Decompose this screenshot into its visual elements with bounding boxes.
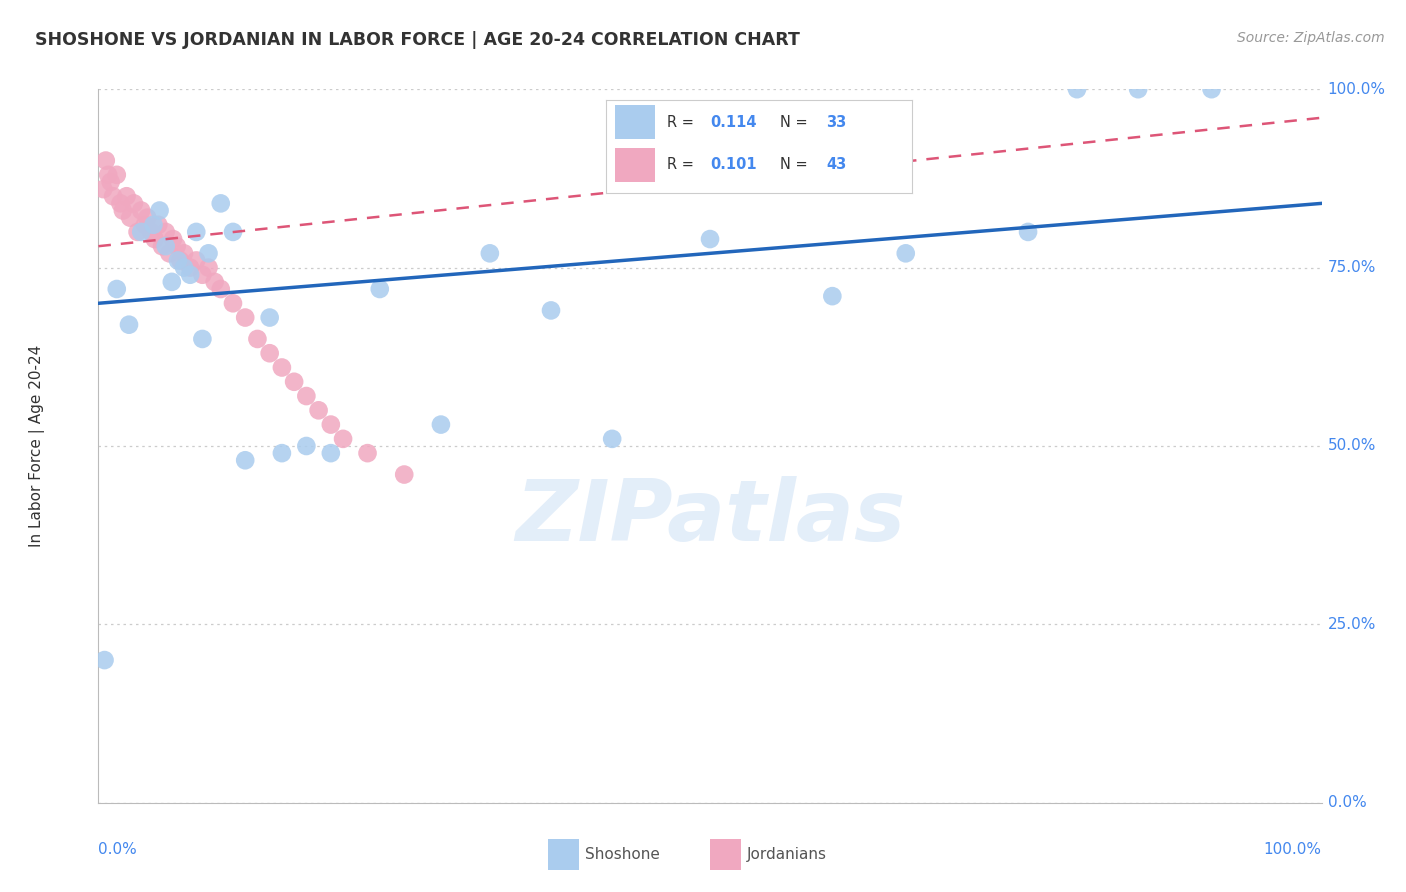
Point [246, 332, 269, 346]
Point [478, 246, 501, 260]
Point [94, 153, 117, 168]
Point [233, 453, 256, 467]
Point [105, 282, 128, 296]
Point [233, 310, 256, 325]
Point [115, 189, 138, 203]
Point [197, 260, 219, 275]
Point [166, 239, 188, 253]
Point [259, 346, 281, 360]
Point [295, 389, 318, 403]
Text: 50.0%: 50.0% [1327, 439, 1376, 453]
Text: 100.0%: 100.0% [1327, 82, 1386, 96]
Point [100, 175, 122, 189]
Point [169, 253, 191, 268]
Point [155, 225, 177, 239]
Point [93, 653, 115, 667]
Point [139, 225, 162, 239]
Point [173, 246, 195, 260]
Point [821, 289, 844, 303]
Text: In Labor Force | Age 20-24: In Labor Force | Age 20-24 [30, 345, 45, 547]
Point [173, 260, 195, 275]
Point [1017, 225, 1039, 239]
Point [186, 225, 208, 239]
Point [186, 253, 208, 268]
Point [1066, 82, 1088, 96]
Point [150, 239, 173, 253]
Point [97, 168, 120, 182]
Point [155, 239, 177, 253]
Point [118, 318, 141, 332]
Point [122, 196, 145, 211]
Point [540, 303, 562, 318]
Point [259, 310, 281, 325]
Point [120, 211, 142, 225]
Point [332, 432, 354, 446]
Point [111, 203, 134, 218]
Text: Jordanians: Jordanians [747, 847, 827, 862]
Point [222, 225, 245, 239]
Point [105, 168, 128, 182]
Point [699, 232, 721, 246]
Point [167, 253, 190, 268]
Text: Source: ZipAtlas.com: Source: ZipAtlas.com [1237, 31, 1385, 45]
Point [1201, 82, 1223, 96]
Point [430, 417, 453, 432]
Point [600, 432, 623, 446]
Point [197, 246, 219, 260]
Text: SHOSHONE VS JORDANIAN IN LABOR FORCE | AGE 20-24 CORRELATION CHART: SHOSHONE VS JORDANIAN IN LABOR FORCE | A… [35, 31, 800, 49]
Point [129, 225, 152, 239]
Point [191, 332, 214, 346]
Text: ZIPatlas: ZIPatlas [515, 475, 905, 559]
Point [91, 182, 114, 196]
Point [179, 260, 201, 275]
Point [160, 275, 183, 289]
Point [129, 203, 152, 218]
Text: 0.0%: 0.0% [98, 842, 138, 857]
Point [270, 360, 294, 375]
Point [308, 403, 330, 417]
Point [142, 218, 165, 232]
Text: Shoshone: Shoshone [585, 847, 659, 862]
Point [204, 275, 226, 289]
Point [283, 375, 305, 389]
Text: 75.0%: 75.0% [1327, 260, 1376, 275]
Point [222, 296, 245, 310]
Point [179, 268, 201, 282]
Point [319, 446, 342, 460]
Point [894, 246, 917, 260]
Point [162, 232, 184, 246]
Text: 25.0%: 25.0% [1327, 617, 1376, 632]
Point [143, 232, 166, 246]
Point [270, 446, 294, 460]
Point [1128, 82, 1150, 96]
Point [101, 189, 124, 203]
Point [209, 196, 232, 211]
Point [368, 282, 391, 296]
Point [191, 268, 214, 282]
Point [136, 211, 159, 225]
Point [148, 218, 170, 232]
Point [127, 225, 149, 239]
Point [319, 417, 342, 432]
Text: 100.0%: 100.0% [1264, 842, 1322, 857]
Point [392, 467, 416, 482]
Point [157, 246, 180, 260]
Point [149, 203, 172, 218]
Point [209, 282, 232, 296]
Text: 0.0%: 0.0% [1327, 796, 1367, 810]
Point [356, 446, 378, 460]
Point [295, 439, 318, 453]
Point [110, 196, 132, 211]
Point [134, 218, 156, 232]
